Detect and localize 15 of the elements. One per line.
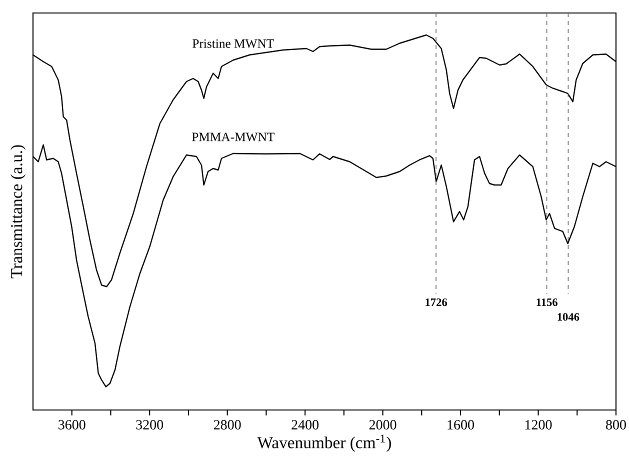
series-label: Pristine MWNT [192, 39, 274, 48]
ref-line-label: 1046 [558, 313, 580, 321]
x-tick-label: 800 [606, 420, 626, 430]
x-tick-label: 1600 [448, 420, 474, 430]
y-axis-title: Transmittance (a.u.) [10, 145, 26, 278]
x-tick-label: 2400 [292, 420, 319, 430]
x-axis-title: Wavenumber (cm$^{-1}$) [257, 434, 391, 452]
ref-line-label: 1156 [536, 298, 558, 306]
x-tick-label: 1200 [525, 420, 552, 430]
x-tick-label: 2000 [369, 420, 396, 430]
series-label: PMMA-MWNT [192, 132, 274, 142]
x-tick-label: 2800 [214, 420, 241, 430]
ref-line-label: 1726 [426, 298, 448, 306]
x-tick-label: 3600 [58, 420, 86, 430]
x-tick-label: 3200 [136, 420, 164, 430]
